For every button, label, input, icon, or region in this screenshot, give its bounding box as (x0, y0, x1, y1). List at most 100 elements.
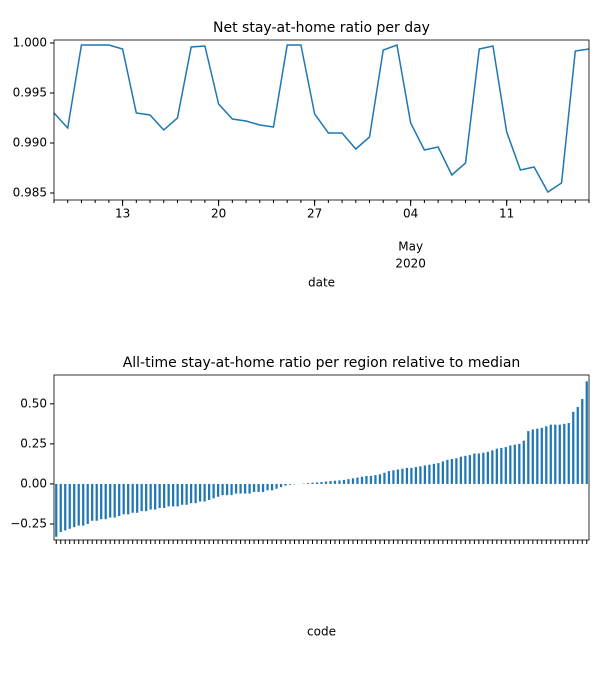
bar (104, 483, 107, 520)
bar (491, 450, 494, 484)
bar (410, 467, 413, 484)
x-tick-label: 13 (115, 207, 130, 221)
bar (194, 483, 197, 504)
bar (216, 483, 220, 497)
bar (365, 475, 368, 484)
bar (392, 470, 395, 484)
bar (527, 431, 530, 484)
bar (554, 424, 557, 484)
bar (360, 476, 364, 484)
bar (113, 483, 116, 518)
bar (518, 443, 521, 484)
bar (127, 483, 130, 515)
bar (567, 423, 570, 484)
bar (172, 483, 175, 507)
bar (477, 453, 480, 484)
bar (203, 483, 206, 502)
bar (239, 483, 242, 494)
bar (149, 483, 152, 510)
bar (266, 483, 269, 491)
bar (329, 481, 332, 484)
bar (500, 447, 503, 484)
axes-frame (53, 39, 590, 201)
bar (167, 483, 170, 507)
axes-frame (53, 374, 590, 541)
y-tick-label: 0.25 (20, 436, 47, 450)
y-tick-label: 0.985 (13, 186, 47, 200)
bar (306, 483, 310, 484)
bar (455, 458, 458, 484)
bar (558, 424, 561, 484)
bar (154, 483, 157, 510)
bar (198, 483, 202, 502)
bar (122, 483, 125, 515)
bar (252, 483, 256, 492)
x-tick-label: 20 (211, 207, 226, 221)
bar (522, 440, 525, 484)
bar (468, 455, 471, 484)
y-tick-label: −0.25 (10, 516, 47, 530)
bar (189, 483, 193, 504)
bar (324, 481, 328, 484)
bar (581, 399, 584, 484)
bar (423, 465, 427, 484)
bar (86, 483, 89, 524)
bar (59, 483, 62, 532)
bar (95, 483, 98, 521)
bar (163, 483, 166, 508)
bar (176, 483, 179, 507)
y-tick-label: 0.995 (13, 86, 47, 100)
y-tick-label: 0.00 (20, 476, 47, 490)
x-axis-label: code (307, 625, 336, 639)
bar (482, 452, 485, 484)
data-line (53, 43, 590, 194)
bar (243, 483, 247, 494)
bar (504, 447, 507, 484)
bar (212, 483, 215, 499)
bar (225, 483, 229, 496)
bar (378, 474, 382, 484)
bar (585, 381, 588, 484)
bar (396, 469, 400, 484)
x-tick-label: 11 (499, 207, 514, 221)
bar (536, 428, 539, 484)
x-axis-label: date (308, 276, 335, 290)
bar (545, 426, 548, 484)
bar (441, 461, 445, 484)
bar (68, 483, 71, 529)
bar (91, 483, 94, 521)
bar (374, 475, 377, 484)
bar (221, 483, 224, 496)
bar (181, 483, 184, 505)
bar (450, 459, 454, 484)
bar (347, 479, 350, 484)
bar (77, 483, 80, 526)
bar (405, 467, 409, 484)
bar (387, 471, 391, 484)
bar (495, 448, 498, 484)
bar (284, 483, 287, 486)
bar (320, 482, 323, 484)
bar (459, 456, 462, 484)
bar (55, 483, 58, 537)
bar (437, 463, 440, 484)
bar (118, 483, 121, 516)
bar (351, 478, 355, 484)
bar (315, 482, 319, 484)
bar (531, 429, 534, 484)
bar (145, 483, 148, 512)
bar (513, 444, 516, 484)
bar (158, 483, 161, 508)
bar (383, 472, 386, 484)
bar (261, 483, 265, 492)
bar (464, 455, 467, 484)
bar (576, 407, 579, 484)
bar (73, 483, 76, 528)
bar (486, 451, 489, 484)
bar (248, 483, 251, 494)
bar (136, 483, 139, 513)
bar (185, 483, 188, 505)
x-sublabel: 2020 (395, 257, 426, 271)
